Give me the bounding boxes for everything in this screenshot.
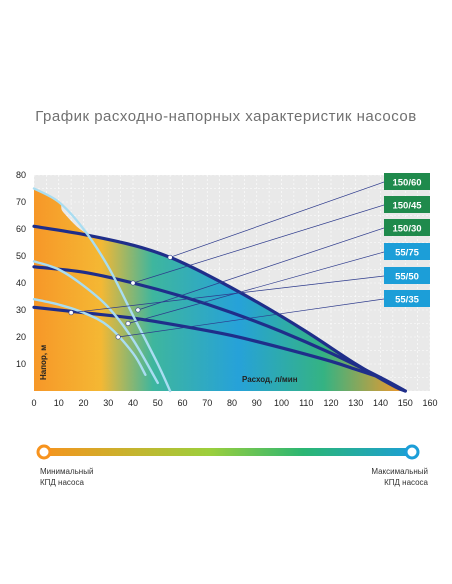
y-tick-label: 50 xyxy=(16,251,26,261)
data-marker xyxy=(135,307,141,313)
leader-line xyxy=(118,298,385,338)
legend-max-dot xyxy=(404,444,420,460)
efficiency-area xyxy=(34,188,406,391)
leader-line xyxy=(132,204,385,284)
series-line-55-35 xyxy=(32,298,147,376)
data-marker xyxy=(167,254,173,260)
data-marker xyxy=(125,320,131,326)
x-tick-label: 20 xyxy=(78,398,88,408)
series-line-55-50 xyxy=(32,260,159,385)
series-line-55-75 xyxy=(32,187,172,393)
data-marker xyxy=(115,334,121,340)
series-tag-label: 150/30 xyxy=(392,224,421,235)
x-tick-label: 150 xyxy=(398,398,413,408)
leader-line xyxy=(71,275,385,314)
x-tick-label: 60 xyxy=(177,398,187,408)
series-layer xyxy=(32,187,407,393)
x-tick-label: 0 xyxy=(31,398,36,408)
y-tick-label: 60 xyxy=(16,224,26,234)
series-tag-box xyxy=(384,267,430,284)
x-axis-label: Расход, л/мин xyxy=(242,375,298,384)
series-tag-label: 55/50 xyxy=(395,272,419,283)
x-tick-label: 40 xyxy=(128,398,138,408)
y-tick-label: 70 xyxy=(16,197,26,207)
leader-line xyxy=(137,227,385,311)
series-tags: 150/60 150/45 150/30 55/75 55/50 55/35 xyxy=(384,173,430,307)
x-tick-label: 80 xyxy=(227,398,237,408)
legend-min-dot xyxy=(36,444,52,460)
series-tag-box xyxy=(384,196,430,213)
legend-max-label: Максимальный КПД насоса xyxy=(371,467,428,487)
x-tick-label: 160 xyxy=(422,398,437,408)
x-tick-label: 70 xyxy=(202,398,212,408)
series-line-150-45 xyxy=(32,265,407,393)
y-ticks: 10 20 30 40 50 60 70 80 xyxy=(16,170,26,369)
x-ticks: 0 10 20 30 40 50 60 70 80 90 100 110 120 130 140 150 160 xyxy=(31,398,437,408)
y-tick-label: 80 xyxy=(16,170,26,180)
series-tag-label: 150/60 xyxy=(392,178,421,189)
series-tag-box xyxy=(384,243,430,260)
x-tick-label: 10 xyxy=(54,398,64,408)
x-tick-label: 110 xyxy=(299,398,313,408)
x-tick-label: 120 xyxy=(323,398,338,408)
y-axis-label: Напор, м xyxy=(39,345,48,380)
x-tick-label: 100 xyxy=(274,398,289,408)
leader-line xyxy=(127,251,385,324)
chart-title: График расходно-напорных характеристик н… xyxy=(35,108,417,125)
x-tick-label: 90 xyxy=(252,398,262,408)
efficiency-legend xyxy=(36,444,420,460)
leader-lines xyxy=(71,181,385,338)
series-tag-label: 55/75 xyxy=(395,248,419,259)
x-tick-label: 30 xyxy=(103,398,113,408)
x-tick-label: 50 xyxy=(153,398,163,408)
series-line-150-30 xyxy=(32,305,383,380)
data-marker xyxy=(130,280,136,286)
series-tag-box xyxy=(384,173,430,190)
legend-gradient-bar xyxy=(40,448,416,456)
leader-line xyxy=(170,181,385,258)
series-tag-box xyxy=(384,290,430,307)
series-tag-label: 55/35 xyxy=(395,295,419,306)
efficiency-fill xyxy=(34,188,406,391)
y-tick-label: 30 xyxy=(16,305,26,315)
marker-layer xyxy=(68,254,173,340)
x-tick-label: 130 xyxy=(348,398,363,408)
series-tag-box xyxy=(384,219,430,236)
y-tick-label: 10 xyxy=(16,359,26,369)
data-marker xyxy=(68,310,74,316)
series-tag-label: 150/45 xyxy=(392,201,422,212)
legend-min-label: Минимальный КПД насоса xyxy=(40,467,94,487)
y-tick-label: 20 xyxy=(16,332,26,342)
x-tick-label: 140 xyxy=(373,398,388,408)
y-tick-label: 40 xyxy=(16,278,26,288)
